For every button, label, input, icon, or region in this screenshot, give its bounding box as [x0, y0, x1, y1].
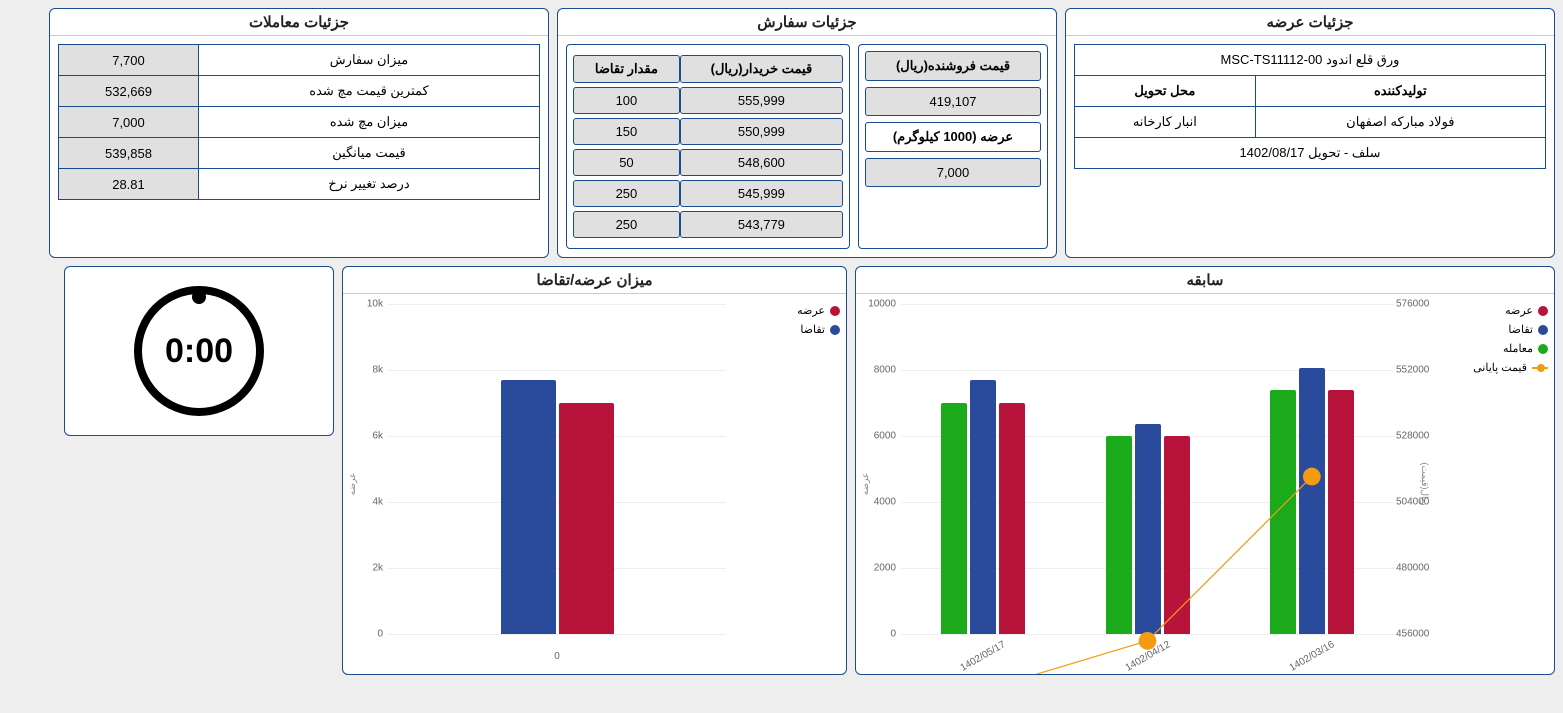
location-header: محل تحویل [1075, 76, 1256, 107]
y2-axis: 456000480000504000528000552000576000 [1396, 304, 1444, 634]
history-legend: عرضه تقاضا معامله قیمت پایانی [1444, 294, 1554, 674]
seller-qty-value: 7,000 [865, 158, 1041, 187]
buyer-table: قیمت خریدار(ریال) مقدار تقاضا 555,999100… [573, 51, 843, 242]
bar-group: 0 [388, 304, 726, 634]
producer-value: فولاد مبارکه اصفهان [1255, 107, 1545, 138]
panel-title: سابقه [856, 267, 1554, 294]
bar-supply [1328, 390, 1354, 634]
seller-box: قیمت فروشنده(ریال) 419,107 عرضه (1000 کی… [858, 44, 1048, 249]
circle-icon [830, 325, 840, 335]
table-row: 555,999100 [573, 87, 843, 114]
timer-panel: 0:00 [64, 266, 334, 436]
producer-header: تولیدکننده [1255, 76, 1545, 107]
table-row: 548,60050 [573, 149, 843, 176]
panel-title: میزان عرضه/تقاضا [343, 267, 846, 294]
bar-demand [501, 380, 556, 634]
x-axis-label: 1402/03/16 [1287, 639, 1336, 674]
bar-group: 1402/03/16 [1230, 304, 1394, 634]
product-name: ورق قلع اندود MSC-TS11112-00 [1075, 45, 1546, 76]
circle-icon [1538, 344, 1548, 354]
bar-group: 1402/05/17 [901, 304, 1065, 634]
y-axis: 0200040006000800010000 [856, 304, 896, 634]
bar-trade [941, 403, 967, 634]
table-row: 543,779250 [573, 211, 843, 238]
chart-bars: 1402/03/16 1402/04/12 1402/05/17 [901, 304, 1394, 634]
buyer-price-header: قیمت خریدار(ریال) [680, 55, 843, 83]
history-plot: عرضه ریال(قیمت) 0200040006000800010000 4… [856, 294, 1444, 674]
supply-table: ورق قلع اندود MSC-TS11112-00 تولیدکننده … [1074, 44, 1546, 169]
sd-legend: عرضه تقاضا [736, 294, 846, 674]
buyer-box: قیمت خریدار(ریال) مقدار تقاضا 555,999100… [566, 44, 850, 249]
line-marker-icon [1532, 367, 1548, 369]
x-axis-label: 0 [554, 651, 560, 662]
y-axis: 02k4k6k8k10k [343, 304, 383, 634]
table-row: قیمت میانگین539,858 [59, 138, 540, 169]
legend-item-demand: تقاضا [1450, 323, 1548, 336]
sd-plot: عرضه 02k4k6k8k10k 0 [343, 294, 736, 674]
table-row: 550,999150 [573, 118, 843, 145]
table-row: میزان سفارش7,700 [59, 45, 540, 76]
transaction-table: میزان سفارش7,700 کمترین قیمت مچ شده532,6… [58, 44, 540, 200]
legend-item-demand: تقاضا [742, 323, 840, 336]
legend-item-price: قیمت پایانی [1450, 361, 1548, 374]
legend-item-supply: عرضه [742, 304, 840, 317]
circle-icon [1538, 325, 1548, 335]
bar-supply [1164, 436, 1190, 634]
timer-value: 0:00 [165, 332, 233, 371]
seller-qty-label: عرضه (1000 کیلوگرم) [865, 122, 1041, 152]
delivery-value: سلف - تحویل 1402/08/17 [1075, 138, 1546, 169]
x-axis-label: 1402/04/12 [1123, 639, 1172, 674]
bar-demand [970, 380, 996, 634]
bar-demand [1135, 424, 1161, 634]
bar-trade [1270, 390, 1296, 634]
table-row: درصد تغییر نرخ28.81 [59, 169, 540, 200]
legend-item-supply: عرضه [1450, 304, 1548, 317]
history-chart-panel: سابقه عرضه تقاضا معامله قیمت پایانی عرضه… [855, 266, 1555, 675]
order-details-panel: جزئیات سفارش قیمت فروشنده(ریال) 419,107 … [557, 8, 1057, 258]
countdown-clock: 0:00 [134, 286, 264, 416]
circle-icon [830, 306, 840, 316]
bar-supply [559, 403, 614, 634]
table-row: 545,999250 [573, 180, 843, 207]
x-axis-label: 1402/05/17 [959, 639, 1008, 674]
seller-price-label: قیمت فروشنده(ریال) [865, 51, 1041, 81]
supply-demand-chart-panel: میزان عرضه/تقاضا عرضه تقاضا عرضه 02k4k6k… [342, 266, 847, 675]
supply-details-panel: جزئیات عرضه ورق قلع اندود MSC-TS11112-00… [1065, 8, 1555, 258]
chart-bars: 0 [388, 304, 726, 634]
transaction-details-panel: جزئیات معاملات میزان سفارش7,700 کمترین ق… [49, 8, 549, 258]
panel-title: جزئیات سفارش [558, 9, 1056, 36]
table-row: میزان مچ شده7,000 [59, 107, 540, 138]
bar-group: 1402/04/12 [1065, 304, 1229, 634]
buyer-qty-header: مقدار تقاضا [573, 55, 680, 83]
bar-demand [1299, 368, 1325, 634]
seller-price-value: 419,107 [865, 87, 1041, 116]
bar-supply [999, 403, 1025, 634]
circle-icon [1538, 306, 1548, 316]
bar-trade [1106, 436, 1132, 634]
legend-item-trade: معامله [1450, 342, 1548, 355]
panel-title: جزئیات معاملات [50, 9, 548, 36]
location-value: انبار کارخانه [1075, 107, 1256, 138]
table-row: کمترین قیمت مچ شده532,669 [59, 76, 540, 107]
panel-title: جزئیات عرضه [1066, 9, 1554, 36]
